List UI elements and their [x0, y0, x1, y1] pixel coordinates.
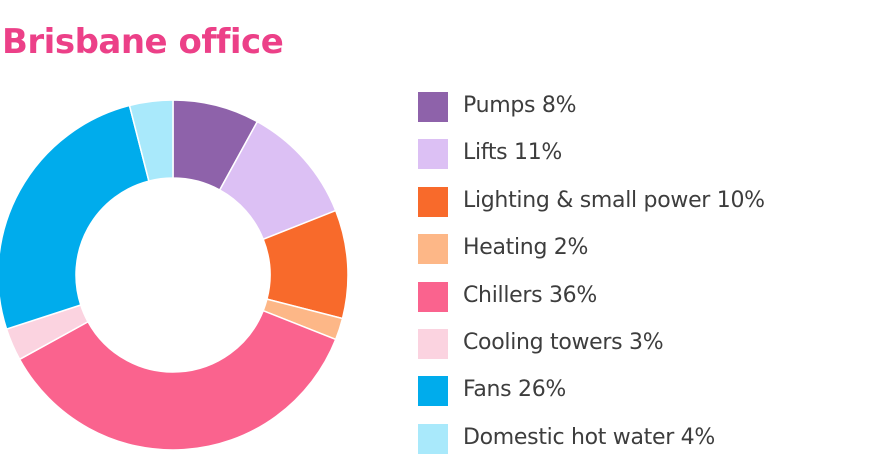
donut-slice-4: [18, 309, 337, 451]
legend-swatch: [418, 281, 448, 312]
donut-slice-7: [128, 99, 174, 182]
legend-label: Lifts 11%: [463, 140, 563, 166]
legend-swatch: [418, 376, 448, 407]
donut-slice-6: [0, 104, 150, 331]
legend-label: Cooling towers 3%: [463, 329, 664, 355]
legend-label: Lighting & small power 10%: [463, 187, 765, 213]
legend-label: Chillers 36%: [463, 282, 597, 308]
legend-swatch: [418, 92, 448, 122]
legend-label: Fans 26%: [463, 377, 567, 403]
legend-swatch: [418, 423, 448, 454]
legend-label: Pumps 8%: [463, 93, 577, 118]
legend-swatch: [418, 328, 448, 359]
chart-title: Brisbane office: [2, 22, 284, 62]
legend-label: Heating 2%: [463, 235, 589, 261]
legend-label: Domestic hot water 4%: [463, 424, 715, 450]
legend-swatch: [418, 186, 448, 217]
legend-swatch: [418, 234, 448, 265]
legend-swatch: [418, 139, 448, 170]
